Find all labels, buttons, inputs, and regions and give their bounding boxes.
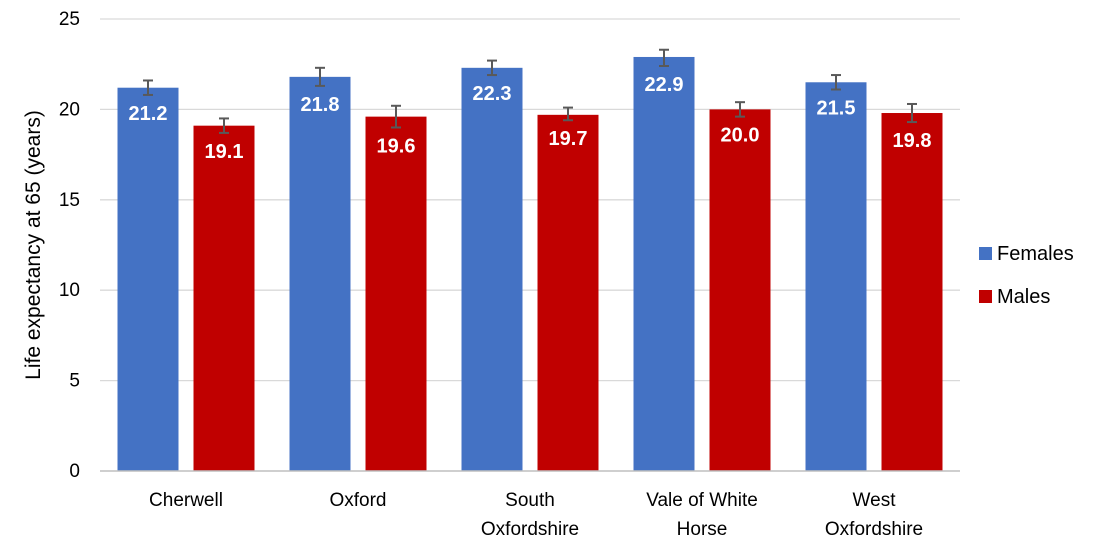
data-label: 20.0 [721, 125, 760, 147]
bar-females-2 [461, 67, 523, 471]
bar-females-0 [117, 87, 179, 471]
data-labels: 21.2 19.1 21.8 19.6 22.3 19.7 22.9 20.0 21.5 19.8 [129, 74, 932, 163]
data-label: 21.5 [817, 98, 856, 120]
error-bar [219, 117, 229, 134]
y-axis-label: Life expectancy at 65 (years) [22, 110, 45, 380]
bar-females-1 [289, 76, 351, 471]
x-tick-label: Horse [677, 519, 728, 540]
error-bar [143, 79, 153, 96]
error-bar [831, 74, 841, 91]
legend-item-males: Males [979, 286, 1050, 308]
data-label: 21.2 [129, 103, 168, 125]
error-bar [391, 104, 401, 129]
legend-label: Males [997, 286, 1050, 308]
error-bar [563, 106, 573, 122]
x-tick-label: Cherwell [149, 490, 223, 511]
data-label: 19.7 [549, 128, 588, 150]
data-label: 19.6 [377, 135, 416, 157]
error-bar [735, 101, 745, 118]
y-tick-label: 5 [69, 371, 80, 392]
data-label: 22.3 [473, 83, 512, 105]
x-tick-label: South [505, 490, 555, 511]
y-tick-label: 0 [69, 461, 80, 482]
legend: Females Males [979, 243, 1074, 308]
error-bar [659, 48, 669, 68]
x-tick-label: Oxfordshire [481, 519, 579, 540]
y-tick-label: 10 [59, 280, 80, 301]
bar-males-1 [365, 116, 427, 471]
bar-males-4 [881, 113, 943, 472]
x-axis-ticks: Cherwell Oxford South Oxfordshire Vale of Wh… [149, 490, 923, 540]
legend-swatch [979, 290, 992, 303]
bar-females-4 [805, 82, 867, 471]
y-tick-label: 25 [59, 9, 80, 30]
bar-males-0 [193, 125, 255, 471]
error-bar [487, 59, 497, 77]
data-label: 21.8 [301, 94, 340, 116]
x-tick-label: Vale of White [646, 490, 758, 511]
x-tick-label: Oxford [329, 490, 386, 511]
y-tick-label: 15 [59, 190, 80, 211]
x-tick-label: Oxfordshire [825, 519, 923, 540]
error-bar [907, 102, 917, 124]
data-label: 19.1 [205, 141, 244, 163]
x-tick-label: West [853, 490, 897, 511]
legend-swatch [979, 247, 992, 260]
data-label: 22.9 [645, 74, 684, 96]
error-bars [143, 48, 917, 134]
y-axis-ticks: 0 5 10 15 20 25 [59, 9, 80, 482]
error-bar [315, 66, 325, 87]
bar-males-3 [709, 109, 771, 472]
legend-item-females: Females [979, 243, 1074, 265]
legend-label: Females [997, 243, 1074, 265]
data-label: 19.8 [893, 130, 932, 152]
bars [117, 56, 943, 472]
bar-females-3 [633, 56, 695, 472]
y-tick-label: 20 [59, 99, 80, 120]
bar-males-2 [537, 114, 599, 471]
